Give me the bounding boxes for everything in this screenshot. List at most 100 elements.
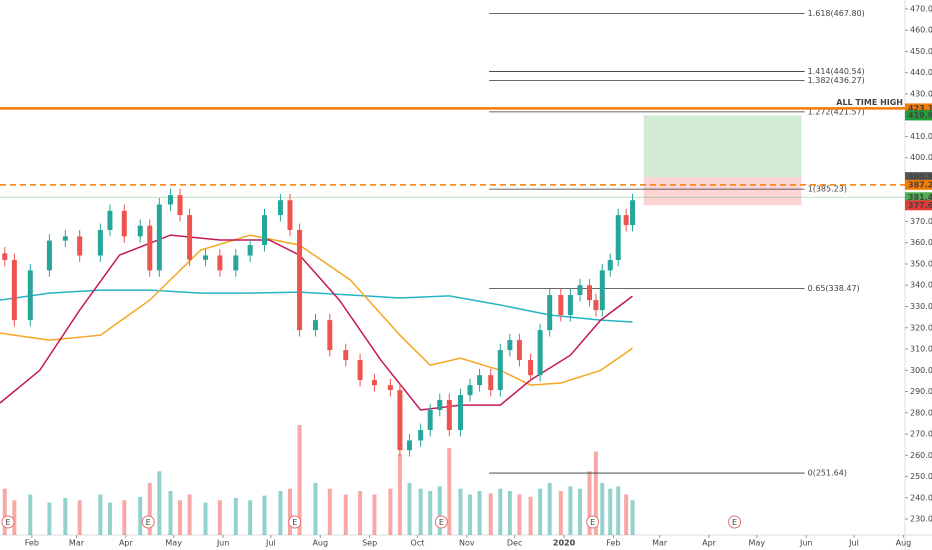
volume-bar (624, 494, 629, 535)
y-tick-label: 370.00 (910, 217, 932, 226)
candle-body (567, 295, 573, 316)
volume-bar (447, 448, 452, 535)
volume-bar (458, 488, 463, 535)
volume-bar (407, 482, 412, 535)
event-icon (434, 515, 448, 529)
x-tick-label: Jun (799, 539, 813, 548)
x-tick-label: Aug (896, 539, 912, 548)
candle-body (418, 429, 424, 441)
volume-bar (77, 500, 82, 535)
candle-body (247, 245, 253, 256)
price-label-box (905, 200, 932, 211)
volume-bar (157, 471, 162, 535)
y-tick-label: 350.00 (910, 259, 932, 268)
price-label-box (905, 172, 932, 183)
y-tick-label: 240.00 (910, 493, 932, 502)
x-tick-label: Apr (119, 539, 134, 548)
price-label-box (905, 192, 932, 203)
candle-body (537, 330, 543, 376)
y-tick-label: 290.00 (910, 387, 932, 396)
candle-body (623, 215, 629, 226)
y-tick-label: 330.00 (910, 302, 932, 311)
x-tick-label: Mar (69, 539, 85, 548)
candle-body (558, 295, 564, 316)
volume-bar (547, 482, 552, 535)
candle-body (27, 270, 33, 321)
volume-bar (248, 500, 253, 535)
candle-body (528, 360, 534, 376)
volume-bar (437, 486, 442, 535)
candle-body (357, 360, 363, 381)
y-tick-label: 230.00 (910, 515, 932, 524)
candle-body (630, 200, 636, 226)
volume-bar (593, 451, 598, 535)
x-tick-label: Jul (848, 539, 859, 548)
fib-label: 0(251.64) (808, 469, 847, 478)
y-tick-label: 440.00 (910, 68, 932, 77)
y-tick-label: 400.00 (910, 153, 932, 162)
candle-body (107, 210, 113, 230)
volume-bar (217, 500, 222, 535)
volume-bar (477, 491, 482, 535)
x-tick-label: Sep (362, 539, 377, 548)
candle-body (137, 225, 143, 237)
y-tick-label: 270.00 (910, 430, 932, 439)
event-icon (1, 515, 15, 529)
candle-body (615, 215, 621, 260)
price-label: 381.40 (908, 193, 932, 202)
price-label: 377.63 (908, 201, 932, 210)
y-tick-label: 320.00 (910, 323, 932, 332)
y-tick-label: 450.00 (910, 47, 932, 56)
volume-bar (147, 482, 152, 535)
volume-bar (498, 488, 503, 535)
y-tick-label: 300.00 (910, 366, 932, 375)
fib-label: 1.272(421.57) (808, 107, 865, 116)
candle-body (62, 236, 68, 241)
volume-bar (587, 471, 592, 535)
y-tick-label: 430.00 (910, 89, 932, 98)
candle-body (457, 395, 463, 430)
event-icon (288, 515, 302, 529)
candle-body (593, 300, 599, 311)
candle-body (261, 215, 267, 246)
candle-body (397, 390, 403, 451)
price-label-box (905, 179, 932, 190)
volume-bar (488, 493, 493, 535)
x-tick-label: Aug (312, 539, 328, 548)
event-label: E (732, 518, 737, 527)
candle-body (327, 320, 333, 351)
y-tick-label: 340.00 (910, 281, 932, 290)
candle-body (488, 375, 494, 391)
volume-bar (372, 494, 377, 535)
candle-body (147, 225, 153, 271)
candle-body (2, 253, 8, 260)
volume-bar (138, 496, 143, 535)
candle-body (406, 440, 412, 451)
volume-bar (517, 494, 522, 535)
event-label: E (439, 518, 444, 527)
y-tick-label: 470.00 (910, 4, 932, 13)
candle-body (547, 295, 553, 331)
x-tick-label: May (749, 539, 766, 548)
candle-body (599, 270, 605, 311)
candle-body (312, 320, 318, 331)
event-icon (141, 515, 155, 529)
price-label: 423.19 (908, 104, 932, 113)
volume-bar (528, 496, 533, 535)
volume-bar (358, 491, 363, 535)
y-tick-label: 360.00 (910, 238, 932, 247)
candle-body (177, 195, 183, 216)
candle-body (607, 259, 613, 271)
volume-bar (343, 494, 348, 535)
fib-label: 1.618(467.80) (808, 9, 865, 18)
price-label: 387.25 (908, 180, 932, 189)
candle-body (233, 255, 239, 271)
volume-bar (187, 494, 192, 535)
x-tick-label: Dec (507, 539, 522, 548)
x-tick-label: Jul (265, 539, 276, 548)
fib-label: 0.65(338.47) (808, 284, 860, 293)
volume-bar (313, 482, 318, 535)
event-icon (586, 515, 600, 529)
